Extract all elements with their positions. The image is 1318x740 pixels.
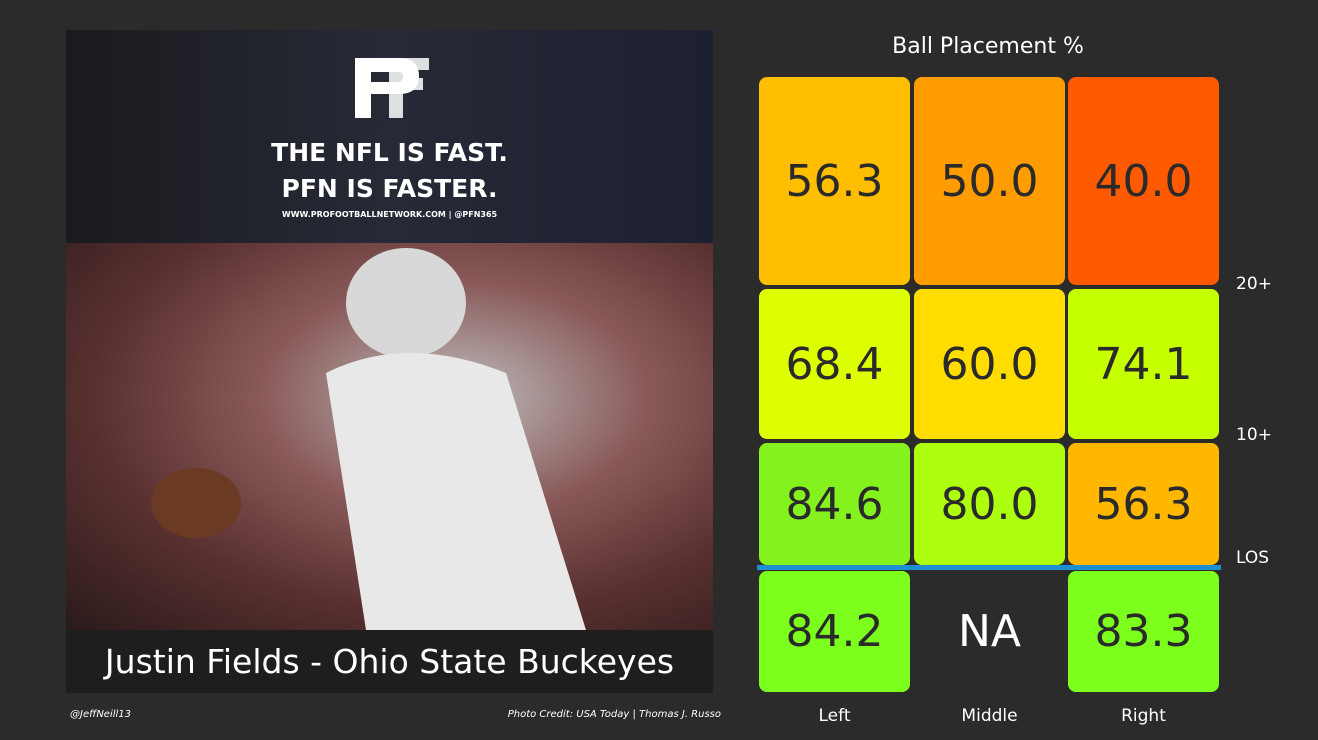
photo-panel: THE NFL IS FAST. PFN IS FASTER. WWW.PROF… — [66, 30, 713, 693]
column-label: Right — [1121, 706, 1166, 726]
banner-line: THE NFL IS FAST. — [271, 138, 508, 167]
row-label: LOS — [1236, 548, 1270, 568]
heat-cell: 84.2 — [759, 571, 910, 692]
player-photo — [66, 243, 713, 630]
heat-cell: 40.0 — [1068, 77, 1219, 285]
caption: Justin Fields - Ohio State Buckeyes — [66, 630, 713, 693]
column-label: Middle — [961, 706, 1018, 726]
heat-cell: 74.1 — [1068, 289, 1219, 439]
banner-line: PFN IS FASTER. — [281, 174, 498, 203]
heat-cell: 56.3 — [1068, 443, 1219, 565]
banner-line: WWW.PROFOOTBALLNETWORK.COM | @PFN365 — [281, 210, 498, 219]
author: @JeffNeill13 — [70, 709, 132, 720]
heat-cell: 68.4 — [759, 289, 910, 439]
heat-cell: 50.0 — [914, 77, 1065, 285]
heat-cell: NA — [957, 606, 1021, 657]
column-label: Left — [818, 706, 851, 726]
photo-art — [151, 248, 586, 630]
heat-cell: 84.6 — [759, 443, 910, 565]
row-label: 20+ — [1236, 274, 1272, 294]
heat-cell: 83.3 — [1068, 571, 1219, 692]
heatmap-title: Ball Placement % — [892, 34, 1084, 59]
banner: THE NFL IS FAST. PFN IS FASTER. WWW.PROF… — [66, 30, 713, 243]
credit: Photo Credit: USA Today | Thomas J. Russ… — [507, 709, 721, 720]
logo — [355, 58, 429, 118]
heat-cell: 60.0 — [914, 289, 1065, 439]
los-line — [757, 565, 1221, 570]
heat-cell: 80.0 — [914, 443, 1065, 565]
heat-cell: 56.3 — [759, 77, 910, 285]
row-label: 10+ — [1236, 425, 1272, 445]
